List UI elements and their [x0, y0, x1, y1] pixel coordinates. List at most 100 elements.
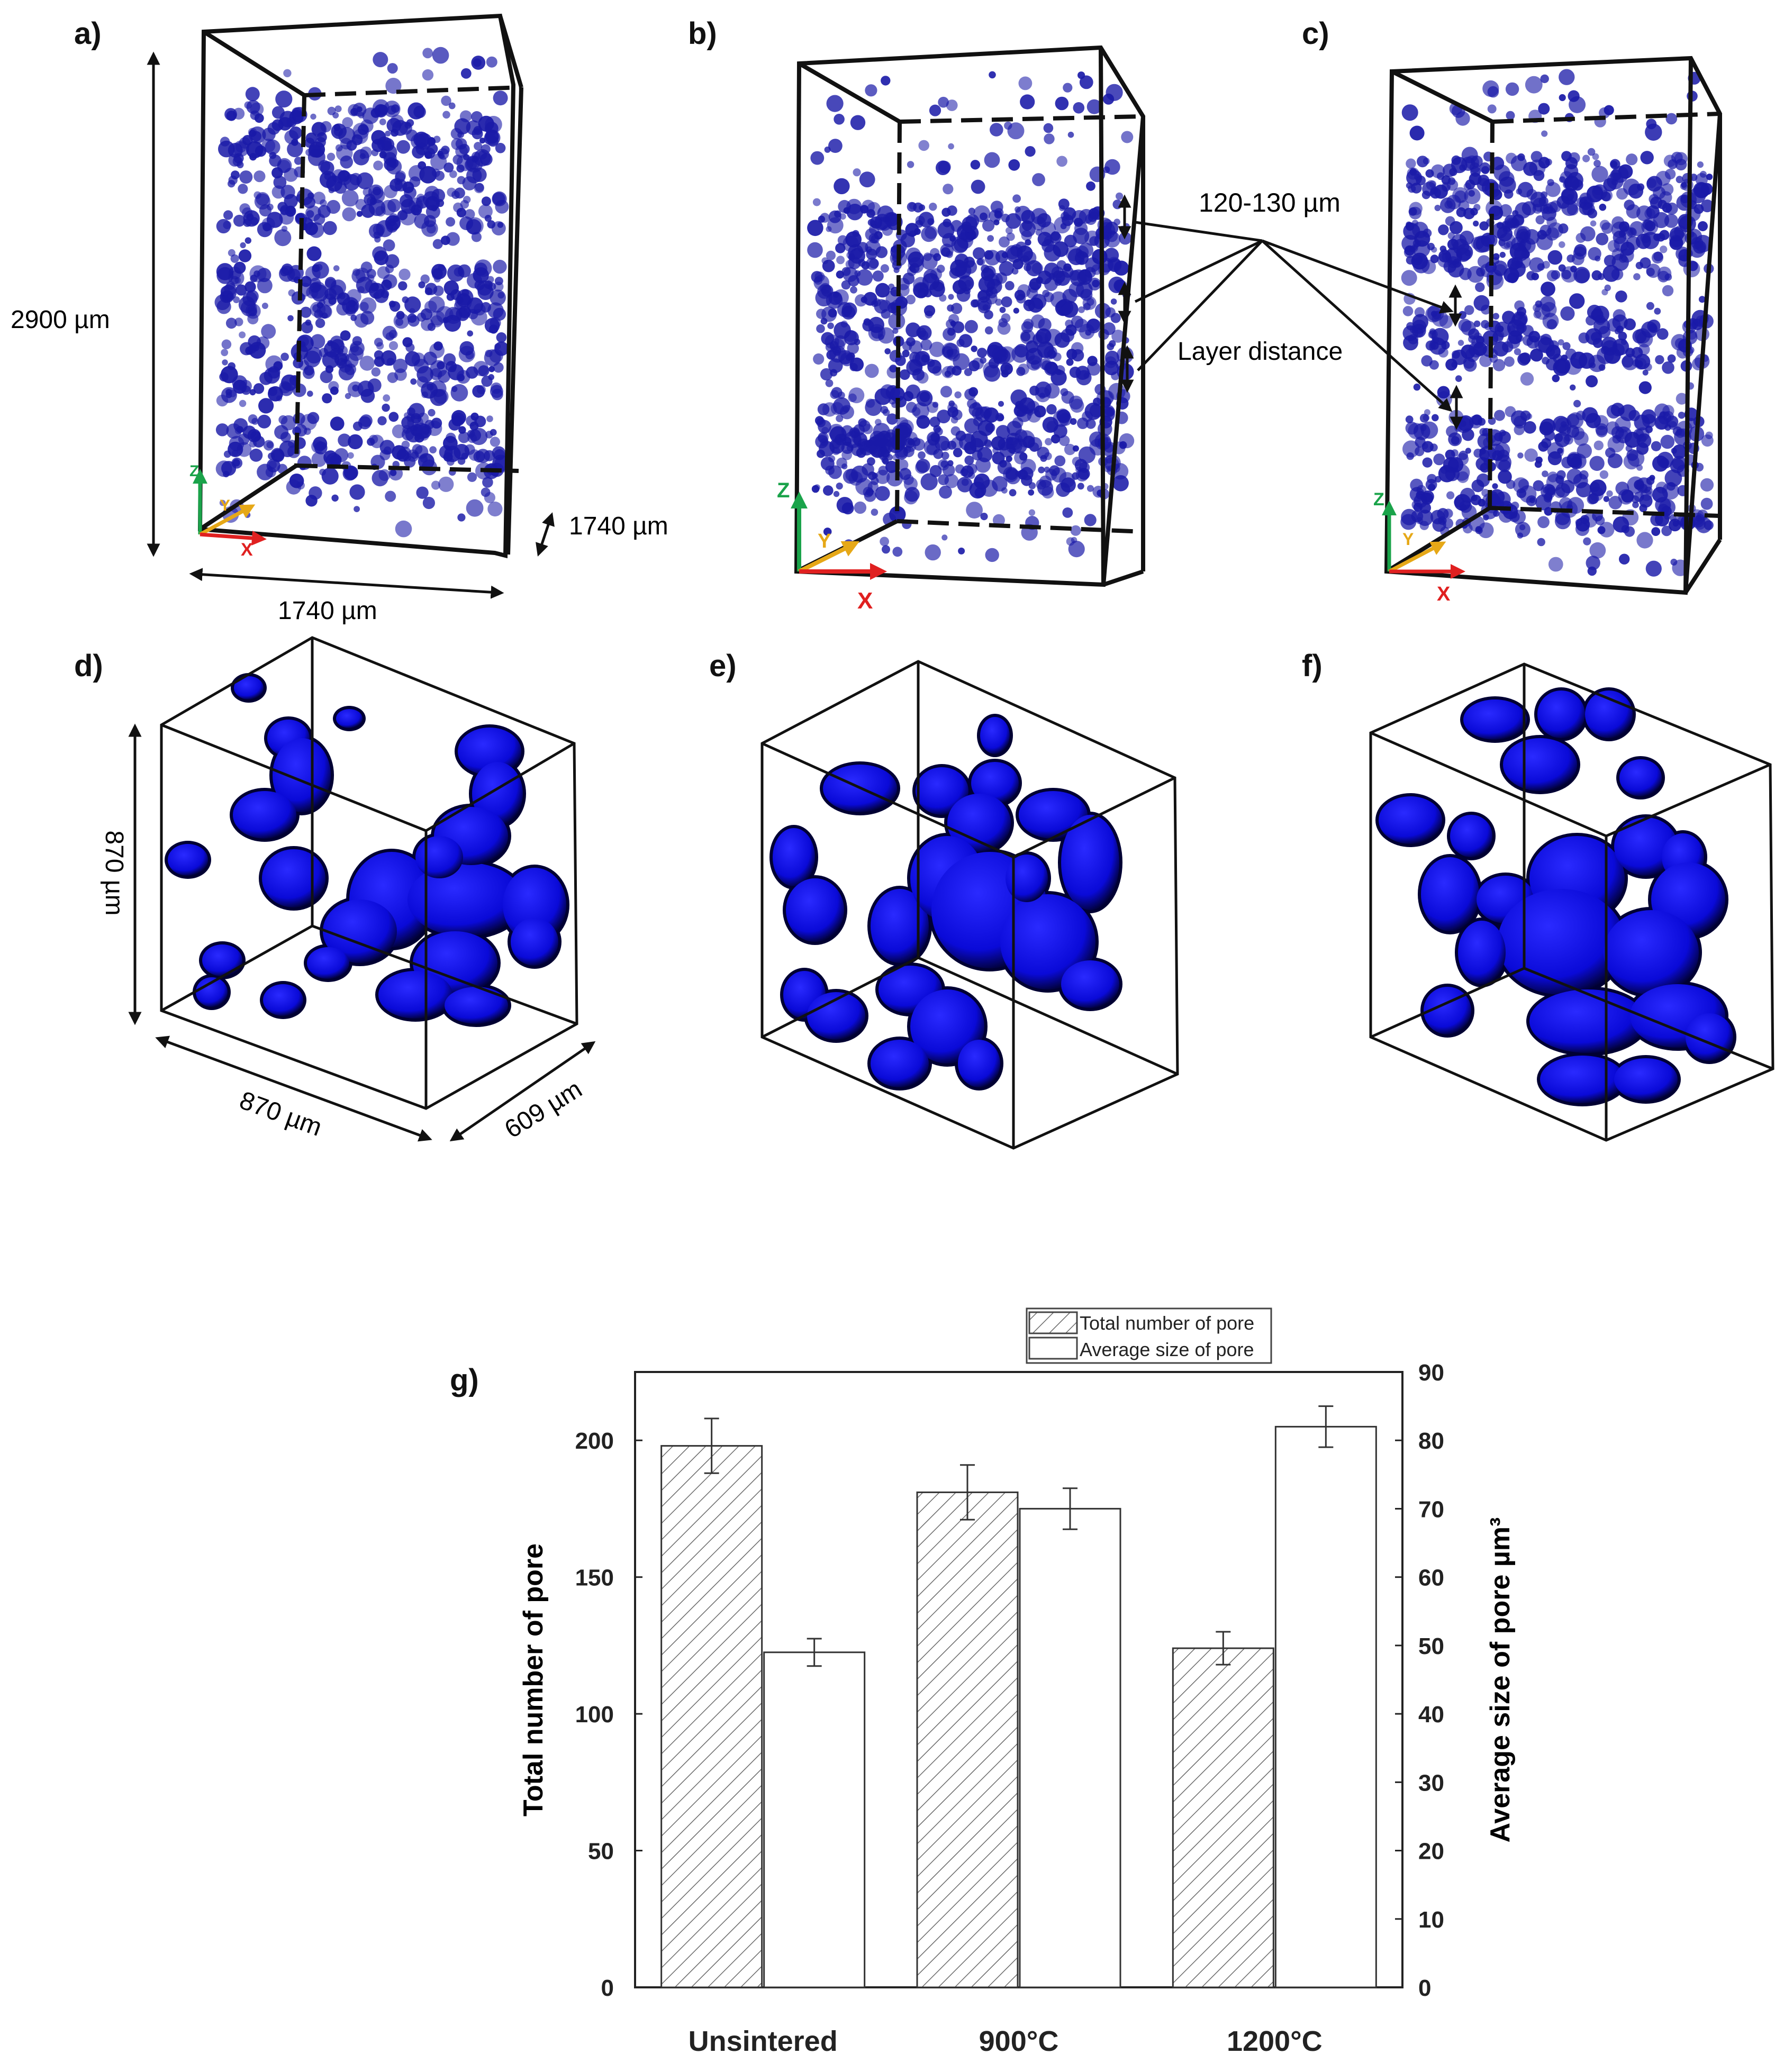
- pore-dot: [287, 141, 303, 158]
- pore-dot: [410, 378, 417, 385]
- pore-dot: [369, 434, 378, 444]
- pore-dot: [905, 322, 921, 338]
- pore-dot: [907, 161, 914, 168]
- pore-dot: [1672, 444, 1687, 459]
- pore-dot: [1030, 360, 1040, 369]
- pore-dot: [1001, 313, 1011, 323]
- pore-dot: [969, 481, 986, 499]
- pore-dot: [1582, 155, 1590, 162]
- panel-a-label: a): [74, 16, 102, 51]
- pore-dot: [310, 334, 325, 349]
- pore-dot: [238, 184, 248, 194]
- pore-dot: [1087, 319, 1100, 331]
- pore-dot: [311, 145, 324, 158]
- pore-dot: [1586, 375, 1598, 388]
- pore-dot: [471, 111, 483, 123]
- pore-dot: [1043, 123, 1054, 133]
- pore-dot: [812, 198, 821, 206]
- pore-dot: [378, 469, 391, 481]
- pore-dot: [947, 205, 957, 216]
- pore-dot: [1641, 409, 1656, 424]
- right-tick-label: 10: [1418, 1907, 1444, 1933]
- pore-dot: [849, 363, 858, 371]
- pore-dot: [1056, 482, 1071, 497]
- pore-dot: [1505, 82, 1519, 96]
- pore-dot: [1507, 272, 1518, 284]
- pore-dot: [984, 152, 1000, 168]
- pore-dot: [1061, 301, 1079, 318]
- pore-dot: [1439, 246, 1446, 252]
- pore-dot: [1540, 74, 1549, 84]
- width-arrow-d: [155, 1035, 432, 1142]
- pore-dot: [1039, 393, 1046, 399]
- pore-dot: [414, 432, 424, 443]
- pore-dot: [1419, 413, 1429, 423]
- pore-dot: [1119, 232, 1132, 245]
- pore-blob: [786, 878, 844, 942]
- pore-dot: [950, 303, 963, 314]
- pore-dot: [493, 259, 507, 274]
- pore-dot: [392, 445, 406, 460]
- pore-dot: [1535, 456, 1543, 464]
- axis-z-label-c: Z: [1373, 489, 1384, 510]
- pore-dot: [1540, 191, 1548, 198]
- box-d: [160, 636, 578, 1110]
- pore-dot: [226, 111, 237, 121]
- pore-dot: [402, 452, 412, 461]
- pore-dot: [493, 362, 504, 373]
- pore-dot: [333, 265, 340, 271]
- pore-dot: [1451, 361, 1457, 368]
- pore-dot: [986, 344, 1001, 359]
- pore-dot: [835, 243, 846, 253]
- pore-dot: [374, 250, 389, 266]
- pore-dot: [1438, 465, 1456, 483]
- pore-dot: [1620, 241, 1635, 256]
- pore-dot: [1416, 485, 1427, 495]
- pore-dot: [387, 63, 398, 74]
- pore-dot: [424, 186, 440, 201]
- pore-dot: [456, 207, 466, 217]
- pore-dot: [484, 492, 496, 504]
- pore-dot: [909, 340, 923, 354]
- pore-dot: [1494, 410, 1505, 421]
- pore-dot: [416, 486, 429, 499]
- pore-dot: [1028, 489, 1035, 496]
- pore-dot: [372, 139, 385, 152]
- pore-dot: [491, 388, 503, 401]
- pore-dot: [1437, 252, 1452, 268]
- pore-dot: [1038, 466, 1045, 474]
- pore-dot: [418, 161, 427, 170]
- pore-dot: [1064, 234, 1077, 248]
- pore-dot: [1422, 457, 1433, 468]
- pore-dot: [1029, 385, 1039, 396]
- pore-dot: [1001, 213, 1010, 223]
- pore-dot: [377, 266, 390, 279]
- pore-dot: [948, 314, 959, 325]
- pore-dot: [1618, 331, 1627, 341]
- pore-dot: [1499, 176, 1516, 194]
- pore-dot: [388, 341, 399, 350]
- pore-dot: [446, 217, 456, 227]
- pore-dot: [1519, 352, 1531, 365]
- pore-dot: [1698, 296, 1706, 303]
- depth-label-d: 609 µm: [500, 1075, 587, 1144]
- pore-dot: [1700, 478, 1714, 492]
- pore-dot: [347, 452, 354, 459]
- pore-dot: [446, 432, 456, 443]
- pore-dot: [1561, 270, 1571, 279]
- pore-dot: [919, 283, 926, 289]
- pore-blob: [1061, 815, 1119, 910]
- pore-dot: [377, 416, 387, 425]
- pore-dot: [449, 307, 463, 321]
- pore-dot: [865, 84, 877, 97]
- pore-dot: [481, 375, 493, 387]
- pore-dot: [1598, 364, 1606, 371]
- pore-dot: [468, 449, 481, 461]
- pore-dot: [1473, 295, 1490, 311]
- pore-dot: [338, 170, 350, 182]
- pore-dot: [880, 537, 889, 547]
- pore-dot: [1409, 168, 1417, 176]
- pore-dot: [447, 458, 455, 466]
- pore-dot: [319, 305, 332, 319]
- pore-dot: [1525, 76, 1543, 94]
